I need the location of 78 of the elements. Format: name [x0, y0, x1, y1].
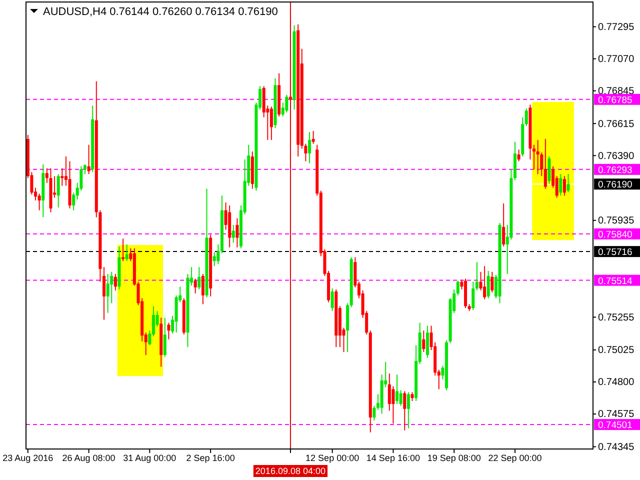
- candlestick: [72, 192, 76, 211]
- candlestick: [285, 94, 288, 113]
- candlestick: [56, 174, 60, 208]
- candlestick: [524, 108, 528, 127]
- candlestick: [83, 164, 86, 175]
- candlestick: [201, 273, 204, 305]
- candlestick: [532, 144, 536, 170]
- candlestick: [167, 322, 170, 340]
- candlestick: [372, 405, 376, 422]
- candlestick: [60, 168, 64, 186]
- candlestick: [403, 390, 406, 431]
- candlestick: [270, 106, 273, 140]
- candlestick: [422, 330, 426, 353]
- candlestick: [562, 176, 566, 196]
- candlestick: [106, 273, 110, 314]
- x-tick-label: 2 Sep 16:00: [186, 453, 235, 463]
- candlestick: [396, 374, 399, 405]
- x-tick-label: 22 Sep 00:00: [488, 453, 542, 463]
- candlestick: [472, 281, 475, 311]
- candlestick: [87, 144, 90, 175]
- candlestick: [122, 238, 125, 262]
- y-tick-label: 0.74345: [598, 442, 635, 453]
- y-tick-label: 0.75935: [598, 216, 635, 227]
- candlestick: [114, 273, 117, 291]
- ref-line-label: 0.75514: [598, 276, 632, 287]
- candlestick: [426, 325, 429, 358]
- candlestick: [502, 202, 506, 247]
- candlestick: [490, 271, 494, 293]
- candlestick: [406, 392, 410, 429]
- candlestick: [456, 280, 460, 296]
- candlestick: [212, 252, 216, 267]
- candlestick: [536, 139, 540, 175]
- candlestick: [232, 224, 235, 244]
- y-tick-label: 0.75025: [598, 345, 635, 356]
- ref-line-label: 0.75840: [598, 229, 632, 240]
- candlestick: [288, 58, 292, 102]
- y-tick-label: 0.76615: [598, 118, 635, 130]
- x-tick-label: 12 Sep 00:00: [306, 453, 360, 463]
- candlestick: [194, 278, 197, 294]
- x-tick-label: 31 Aug 00:00: [123, 453, 176, 463]
- ref-line-label: 0.76190: [598, 180, 632, 191]
- candlestick: [483, 266, 486, 300]
- candlestick: [312, 130, 315, 144]
- x-tick-label: 14 Sep 16:00: [366, 453, 420, 463]
- candlestick: [548, 156, 551, 184]
- candlestick: [566, 174, 570, 193]
- candlestick: [198, 266, 201, 290]
- y-tick-label: 0.74575: [598, 409, 635, 420]
- x-tick-label: 26 Aug 08:00: [62, 453, 116, 463]
- candlestick: [102, 266, 106, 320]
- x-tick-label: 2016.09.08 04:00: [255, 466, 326, 476]
- candlestick: [308, 131, 311, 164]
- y-tick-label: 0.77070: [598, 54, 635, 65]
- candlestick: [216, 244, 220, 265]
- x-tick-label: 19 Sep 08:00: [427, 453, 481, 463]
- y-tick-label: 0.77295: [598, 22, 635, 33]
- candlestick: [392, 386, 395, 424]
- candlestick: [475, 262, 478, 291]
- y-tick-label: 0.76845: [598, 86, 635, 98]
- candlestick: [544, 138, 547, 190]
- candlestick: [486, 270, 490, 299]
- y-tick-label: 0.76390: [598, 150, 635, 162]
- candlestick: [330, 288, 334, 312]
- candlestick: [125, 244, 128, 262]
- ref-line-label: 0.76293: [598, 164, 632, 176]
- candlestick: [163, 317, 166, 358]
- y-tick-label: 0.74800: [598, 377, 635, 388]
- candlestick: [236, 218, 239, 248]
- ref-line-label: 0.74501: [598, 420, 632, 432]
- ref-line-label: 0.75716: [598, 247, 632, 258]
- chart-title: AUDUSD,H4 0.76144 0.76260 0.76134 0.76190: [43, 6, 278, 18]
- candlestick: [38, 193, 41, 211]
- candlestick: [559, 174, 562, 196]
- x-tick-label: 23 Aug 2016: [2, 453, 54, 463]
- candlestick: [517, 149, 520, 162]
- candlestick: [399, 390, 402, 406]
- ref-line-label: 0.76785: [598, 94, 632, 106]
- y-tick-label: 0.75255: [598, 312, 635, 324]
